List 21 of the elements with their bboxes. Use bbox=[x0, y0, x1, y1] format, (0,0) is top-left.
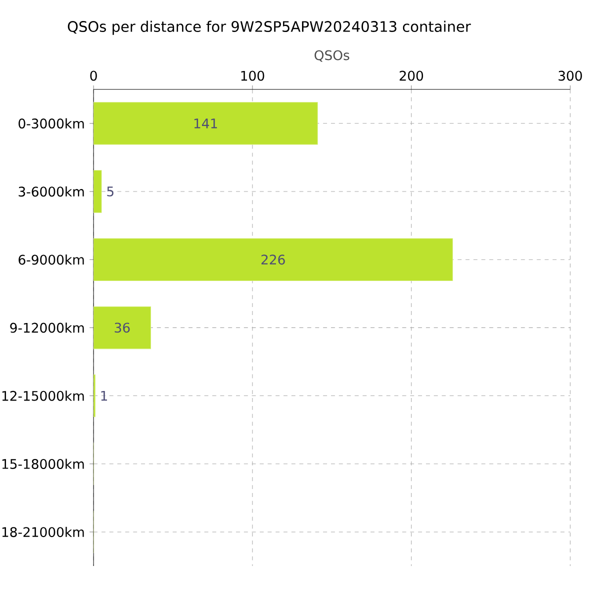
data-label: 1 bbox=[101, 391, 107, 401]
data-label: 5 bbox=[107, 186, 114, 197]
x-axis-title: QSOs bbox=[314, 50, 350, 62]
bar bbox=[94, 238, 453, 282]
bar bbox=[94, 306, 152, 350]
y-tick-label: 0-3000km bbox=[18, 118, 84, 129]
y-tick-label: 6-9000km bbox=[18, 254, 84, 265]
data-label: 141 bbox=[194, 118, 217, 128]
y-tick-label: 3-6000km bbox=[18, 186, 84, 197]
x-tick-label: 200 bbox=[400, 70, 424, 81]
data-label: 226 bbox=[261, 254, 285, 265]
y-tick-label: 18-21000km bbox=[2, 526, 84, 538]
y-tick-label: 9-12000km bbox=[10, 322, 84, 333]
y-tick-label: 12-15000km bbox=[2, 390, 84, 401]
x-tick-label: 100 bbox=[241, 70, 264, 81]
x-tick-label: 0 bbox=[90, 70, 97, 81]
bar bbox=[94, 102, 318, 145]
y-tick-label: 15-18000km bbox=[2, 458, 84, 470]
x-tick-label: 300 bbox=[558, 70, 582, 81]
data-label: 36 bbox=[114, 322, 130, 333]
chart-title: QSOs per distance for 9W2SP5APW20240313 container bbox=[68, 20, 471, 35]
